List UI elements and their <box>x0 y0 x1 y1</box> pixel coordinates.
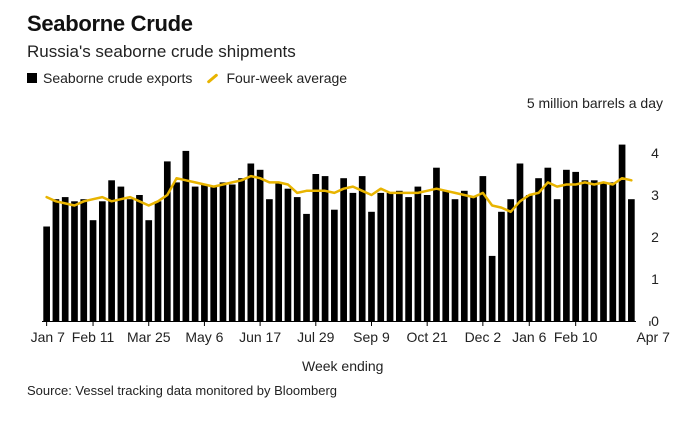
bar <box>609 182 617 321</box>
bar <box>628 199 635 321</box>
average-line <box>45 174 633 214</box>
bar <box>52 199 60 321</box>
bar <box>154 201 162 321</box>
bar <box>284 188 292 321</box>
x-tick-label: Jan 7 <box>31 329 65 345</box>
x-tick-label: May 6 <box>185 329 223 345</box>
bar <box>386 192 394 321</box>
bar <box>581 180 589 321</box>
bar <box>395 190 403 321</box>
x-tick-label: Sep 9 <box>353 329 390 345</box>
bar <box>136 195 143 321</box>
bar <box>191 186 199 321</box>
y-tick-label: 1 <box>651 271 659 287</box>
bar <box>173 182 180 321</box>
bar <box>377 192 385 321</box>
bar <box>553 199 561 321</box>
bar <box>117 186 125 321</box>
bar <box>312 174 320 321</box>
y-tick-label: 2 <box>651 229 659 245</box>
bar <box>340 178 347 321</box>
bar <box>525 195 533 321</box>
bar <box>331 209 338 321</box>
bar <box>358 176 366 321</box>
bar <box>303 213 310 321</box>
bar <box>470 197 477 321</box>
bar <box>479 176 487 321</box>
bar <box>507 199 515 321</box>
bar <box>61 197 69 321</box>
x-tick-label: Apr 7 <box>636 329 670 345</box>
legend-bars-label: Seaborne crude exports <box>43 70 193 86</box>
bar <box>498 211 505 321</box>
bar <box>80 199 88 321</box>
bar <box>98 201 106 321</box>
bar <box>126 199 134 321</box>
legend-bar-swatch <box>27 73 37 83</box>
bar <box>414 186 422 321</box>
legend-line-label: Four-week average <box>226 70 348 86</box>
bar <box>544 167 552 321</box>
bar <box>433 167 440 321</box>
bar <box>618 144 626 321</box>
bar <box>247 163 255 321</box>
bar <box>219 182 227 321</box>
bar <box>43 226 50 321</box>
bar <box>275 182 283 321</box>
bar <box>590 180 598 321</box>
bar <box>349 192 357 321</box>
bar <box>563 169 570 321</box>
x-tick-label: Oct 21 <box>407 329 448 345</box>
bar <box>163 161 171 321</box>
bar <box>256 169 264 321</box>
bar <box>201 184 208 321</box>
bar <box>108 180 115 321</box>
bar <box>89 220 97 321</box>
bar <box>516 163 524 321</box>
bar <box>423 195 431 321</box>
bar <box>228 184 236 321</box>
x-tick-label: Jul 29 <box>297 329 335 345</box>
bar <box>488 255 496 321</box>
bar <box>600 182 607 321</box>
bar <box>71 201 78 321</box>
y-tick-label: 3 <box>651 187 659 203</box>
bar <box>368 211 375 321</box>
bar <box>321 176 329 321</box>
bar <box>405 197 412 321</box>
source-note: Source: Vessel tracking data monitored b… <box>27 383 338 398</box>
x-tick-label: Dec 2 <box>465 329 502 345</box>
bar <box>451 199 459 321</box>
bar <box>442 190 450 321</box>
bar <box>460 190 468 321</box>
x-tick-label: Jun 17 <box>239 329 281 345</box>
bar <box>210 186 218 321</box>
x-tick-label: Jan 6 <box>512 329 546 345</box>
legend: Seaborne crude exports Four-week average <box>27 70 347 86</box>
bar <box>293 197 301 321</box>
y-unit-label: 5 million barrels a day <box>526 95 663 111</box>
x-tick-label: Feb 11 <box>72 329 115 345</box>
y-tick-label: 0 <box>651 313 659 329</box>
chart-subtitle: Russia's seaborne crude shipments <box>27 42 296 61</box>
chart-title: Seaborne Crude <box>27 11 193 36</box>
bar <box>572 171 580 321</box>
x-tick-label: Feb 10 <box>554 329 598 345</box>
bar <box>182 150 190 321</box>
bar <box>535 178 542 321</box>
bar <box>238 178 245 321</box>
x-axis-title: Week ending <box>302 358 384 374</box>
x-tick-label: Mar 25 <box>127 329 171 345</box>
bar <box>145 220 153 321</box>
y-tick-label: 4 <box>651 145 659 161</box>
bar <box>266 199 273 321</box>
